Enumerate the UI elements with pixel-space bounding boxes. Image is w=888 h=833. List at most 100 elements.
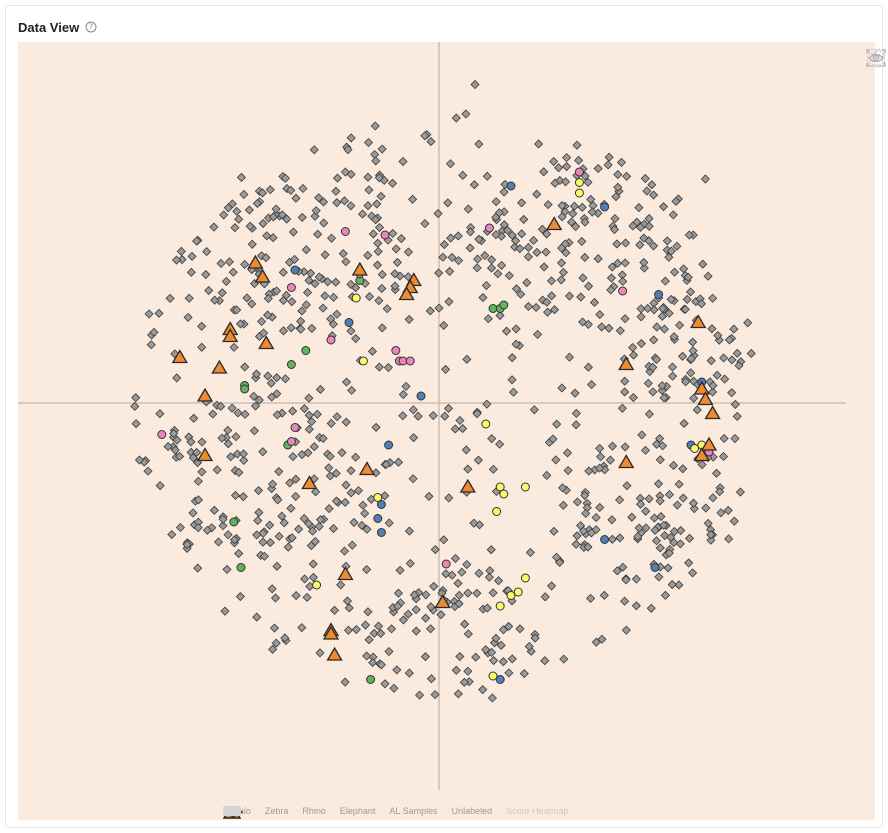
unlabeled-point[interactable]	[218, 521, 228, 531]
unlabeled-point[interactable]	[583, 177, 593, 187]
unlabeled-point[interactable]	[377, 269, 387, 280]
unlabeled-point[interactable]	[667, 362, 678, 372]
unlabeled-point[interactable]	[607, 262, 617, 272]
unlabeled-point[interactable]	[572, 497, 583, 507]
unlabeled-point[interactable]	[540, 592, 550, 602]
unlabeled-point[interactable]	[239, 189, 249, 200]
unlabeled-point[interactable]	[559, 654, 569, 664]
unlabeled-point[interactable]	[712, 370, 722, 380]
unlabeled-point[interactable]	[454, 599, 464, 609]
unlabeled-point[interactable]	[502, 326, 512, 336]
zebra-point[interactable]	[229, 517, 239, 527]
unlabeled-point[interactable]	[277, 511, 287, 521]
unlabeled-point[interactable]	[497, 260, 507, 270]
unlabeled-point[interactable]	[443, 403, 454, 413]
unlabeled-point[interactable]	[188, 453, 198, 463]
unlabeled-point[interactable]	[463, 629, 473, 639]
unlabeled-point[interactable]	[534, 139, 544, 149]
unlabeled-point[interactable]	[288, 452, 298, 462]
rhino-point[interactable]	[574, 167, 584, 177]
unlabeled-point[interactable]	[263, 371, 273, 381]
unlabeled-point[interactable]	[207, 523, 217, 533]
unlabeled-point[interactable]	[701, 503, 711, 513]
unlabeled-point[interactable]	[332, 173, 343, 183]
unlabeled-point[interactable]	[606, 285, 616, 295]
zebra-point[interactable]	[366, 675, 376, 684]
unlabeled-point[interactable]	[254, 507, 264, 518]
unlabeled-point[interactable]	[364, 185, 374, 195]
unlabeled-point[interactable]	[519, 214, 529, 224]
unlabeled-point[interactable]	[706, 535, 716, 545]
unlabeled-point[interactable]	[381, 459, 391, 470]
unlabeled-point[interactable]	[249, 426, 259, 436]
unlabeled-point[interactable]	[474, 139, 484, 149]
unlabeled-point[interactable]	[730, 433, 740, 444]
clear-selection-icon[interactable]	[865, 47, 887, 69]
unlabeled-point[interactable]	[234, 548, 244, 559]
elephant-point[interactable]	[351, 293, 361, 303]
unlabeled-point[interactable]	[404, 668, 414, 678]
unlabeled-point[interactable]	[583, 362, 593, 372]
unlabeled-point[interactable]	[517, 198, 527, 208]
al-sample-point[interactable]	[398, 286, 415, 301]
unlabeled-point[interactable]	[531, 302, 541, 312]
unlabeled-point[interactable]	[631, 601, 641, 611]
al-sample-point[interactable]	[690, 314, 707, 329]
unlabeled-point[interactable]	[688, 337, 698, 347]
al-sample-point[interactable]	[546, 216, 563, 231]
unlabeled-point[interactable]	[557, 201, 567, 211]
elephant-point[interactable]	[492, 507, 502, 516]
unlabeled-point[interactable]	[304, 393, 314, 403]
unlabeled-point[interactable]	[167, 529, 177, 540]
unlabeled-point[interactable]	[571, 539, 581, 549]
unlabeled-point[interactable]	[177, 254, 187, 265]
unlabeled-point[interactable]	[434, 268, 444, 278]
unlabeled-point[interactable]	[170, 445, 180, 455]
unlabeled-point[interactable]	[278, 267, 288, 277]
unlabeled-point[interactable]	[644, 221, 654, 231]
unlabeled-point[interactable]	[238, 449, 249, 459]
unlabeled-point[interactable]	[315, 515, 326, 525]
unlabeled-point[interactable]	[474, 234, 484, 244]
unlabeled-point[interactable]	[641, 506, 651, 516]
unlabeled-point[interactable]	[374, 621, 384, 631]
unlabeled-point[interactable]	[539, 167, 549, 177]
unlabeled-point[interactable]	[302, 287, 313, 298]
unlabeled-point[interactable]	[163, 442, 173, 452]
unlabeled-point[interactable]	[236, 172, 246, 182]
unlabeled-point[interactable]	[628, 221, 638, 231]
unlabeled-point[interactable]	[192, 236, 202, 246]
unlabeled-point[interactable]	[652, 354, 662, 365]
unlabeled-point[interactable]	[434, 303, 444, 313]
unlabeled-point[interactable]	[387, 178, 398, 188]
unlabeled-point[interactable]	[226, 452, 236, 462]
unlabeled-point[interactable]	[439, 240, 449, 250]
unlabeled-point[interactable]	[555, 175, 565, 186]
unlabeled-point[interactable]	[314, 272, 324, 282]
unlabeled-point[interactable]	[482, 399, 492, 409]
unlabeled-point[interactable]	[482, 603, 492, 613]
unlabeled-point[interactable]	[672, 241, 682, 251]
unlabeled-point[interactable]	[629, 350, 639, 360]
unlabeled-point[interactable]	[642, 186, 652, 196]
unlabeled-point[interactable]	[445, 266, 455, 276]
unlabeled-point[interactable]	[539, 262, 549, 272]
unlabeled-point[interactable]	[230, 223, 240, 233]
unlabeled-point[interactable]	[458, 170, 468, 180]
al-sample-point[interactable]	[337, 566, 354, 581]
unlabeled-point[interactable]	[311, 487, 321, 497]
unlabeled-point[interactable]	[555, 557, 565, 567]
unlabeled-point[interactable]	[659, 324, 670, 334]
unlabeled-point[interactable]	[377, 144, 387, 154]
unlabeled-point[interactable]	[507, 353, 517, 363]
unlabeled-point[interactable]	[384, 646, 394, 657]
unlabeled-point[interactable]	[341, 377, 352, 387]
al-sample-point[interactable]	[618, 356, 635, 371]
unlabeled-point[interactable]	[228, 267, 238, 277]
unlabeled-point[interactable]	[175, 451, 185, 461]
unlabeled-point[interactable]	[571, 420, 581, 430]
unlabeled-point[interactable]	[459, 677, 469, 687]
unlabeled-point[interactable]	[230, 490, 241, 500]
unlabeled-point[interactable]	[130, 401, 140, 411]
unlabeled-point[interactable]	[341, 257, 351, 267]
